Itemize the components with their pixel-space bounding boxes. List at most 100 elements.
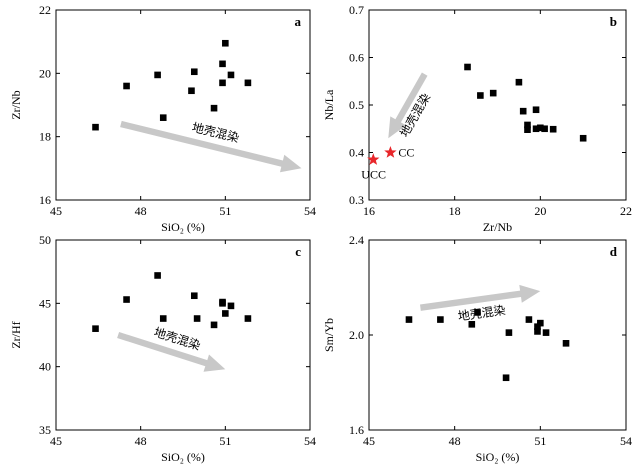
data-point xyxy=(549,125,557,133)
data-point xyxy=(534,328,541,335)
reference-label: CC xyxy=(398,146,414,160)
data-point xyxy=(190,68,198,76)
x-tick-label: 51 xyxy=(219,434,231,448)
data-point xyxy=(542,329,550,336)
data-point xyxy=(219,79,226,87)
x-tick-label: 45 xyxy=(363,434,375,448)
y-axis-label: Sm/Yb xyxy=(322,318,336,352)
data-point xyxy=(123,296,130,303)
data-point xyxy=(188,87,195,95)
data-point xyxy=(532,106,540,114)
data-point xyxy=(525,316,533,323)
data-point xyxy=(502,374,510,382)
panel-letter: b xyxy=(610,14,617,29)
trend-arrow xyxy=(388,72,428,139)
x-axis-label: SiO₂ (%) xyxy=(161,450,205,464)
data-point xyxy=(210,321,218,329)
data-point xyxy=(222,39,229,47)
x-tick-label: 16 xyxy=(363,204,375,218)
y-axis-label: Zr/Hf xyxy=(9,321,23,348)
data-point xyxy=(505,329,513,336)
data-point xyxy=(468,321,476,328)
panel-b: 16 18 20 220.30.40.50.60.7Zr/NbNb/Lab地壳混染CC… xyxy=(322,3,632,234)
data-point xyxy=(92,123,99,131)
x-tick-label: 18 xyxy=(449,204,461,218)
data-point xyxy=(489,89,497,97)
arrow-label: 地壳混染 xyxy=(457,302,507,323)
x-axis-label: SiO₂ (%) xyxy=(476,450,520,464)
x-tick-label: 54 xyxy=(304,204,316,218)
data-point xyxy=(244,315,252,322)
data-point xyxy=(244,79,252,87)
data-point xyxy=(222,310,229,317)
data-point xyxy=(537,319,544,327)
data-point xyxy=(154,71,161,79)
data-point xyxy=(524,121,531,129)
y-tick-label: 2.0 xyxy=(349,328,364,342)
data-point xyxy=(159,114,167,121)
data-point xyxy=(227,71,235,79)
y-tick-label: 1.6 xyxy=(349,423,364,437)
x-tick-label: 51 xyxy=(534,434,546,448)
data-point xyxy=(519,107,527,115)
data-point xyxy=(532,125,540,133)
data-point xyxy=(524,126,531,133)
y-tick-label: 0.3 xyxy=(349,193,364,207)
y-tick-label: 50 xyxy=(39,233,51,247)
y-tick-label: 18 xyxy=(39,130,51,144)
plot-frame xyxy=(55,239,311,431)
trend-arrow xyxy=(120,120,302,173)
data-point xyxy=(464,63,471,71)
y-tick-label: 45 xyxy=(39,296,51,310)
panel-letter: c xyxy=(295,244,301,259)
data-point xyxy=(193,315,201,322)
y-tick-label: 0.5 xyxy=(349,98,364,112)
x-tick-label: 45 xyxy=(50,204,62,218)
x-axis-label: Zr/Nb xyxy=(483,220,512,234)
trend-arrow xyxy=(420,284,541,311)
data-point xyxy=(123,82,130,90)
y-tick-label: 22 xyxy=(39,3,51,17)
y-tick-label: 0.7 xyxy=(349,3,364,17)
data-point xyxy=(227,302,235,310)
y-tick-label: 20 xyxy=(39,66,51,80)
x-tick-label: 54 xyxy=(620,434,632,448)
data-point xyxy=(474,309,481,316)
panel-letter: a xyxy=(295,14,302,29)
data-point xyxy=(190,292,198,300)
plot-frame xyxy=(55,9,311,201)
data-point xyxy=(579,134,587,142)
y-axis-label: Zr/Nb xyxy=(9,90,23,119)
reference-star xyxy=(384,146,397,158)
y-tick-label: 16 xyxy=(39,193,51,207)
data-point xyxy=(477,92,484,99)
x-tick-label: 20 xyxy=(534,204,546,218)
data-point xyxy=(405,316,413,323)
reference-star xyxy=(367,153,380,165)
y-tick-label: 2.4 xyxy=(349,233,364,247)
y-tick-label: 40 xyxy=(39,360,51,374)
data-point xyxy=(437,316,444,323)
x-tick-label: 48 xyxy=(135,434,147,448)
data-point xyxy=(537,124,544,132)
trend-arrow xyxy=(117,332,226,372)
data-point xyxy=(515,78,523,86)
plot-frame xyxy=(368,239,627,431)
data-point xyxy=(159,315,167,322)
x-tick-label: 54 xyxy=(304,434,316,448)
x-tick-label: 48 xyxy=(449,434,461,448)
data-point xyxy=(154,272,161,279)
data-point xyxy=(534,323,541,330)
data-point xyxy=(210,104,218,112)
panel-d: 45 48 51 54 1.6 2.0 2.4 SiO₂ (%) Sm/Yb d 地壳混染 xyxy=(322,233,632,464)
data-point xyxy=(219,298,226,306)
data-point xyxy=(92,325,99,332)
x-tick-label: 45 xyxy=(50,434,62,448)
y-tick-label: 0.6 xyxy=(349,51,364,65)
y-tick-label: 0.4 xyxy=(349,146,364,160)
x-axis-label: SiO₂ (%) xyxy=(161,220,205,234)
data-point xyxy=(562,340,570,347)
x-tick-label: 51 xyxy=(219,204,231,218)
